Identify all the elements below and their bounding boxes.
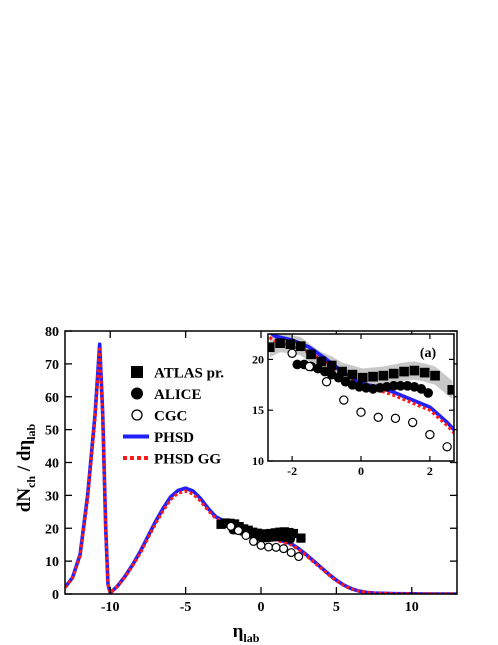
- main-data-area: [65, 342, 457, 594]
- x-tick-label: -5: [180, 600, 192, 615]
- svg-text:ηlab: ηlab: [233, 621, 260, 645]
- legend-label-atlas-pr: ATLAS pr.: [154, 366, 224, 382]
- atlas-pr-point: [337, 366, 347, 377]
- atlas-pr-point: [409, 365, 420, 376]
- inset-x-tick-label: -2: [287, 464, 297, 478]
- cgc-point: [304, 361, 315, 372]
- cgc-point: [321, 377, 332, 387]
- inset-x-tick-label: 0: [358, 464, 364, 478]
- x-axis-title: ηlab: [233, 621, 260, 645]
- cgc-point: [390, 413, 401, 424]
- atlas-pr-point: [296, 533, 306, 543]
- inset-y-tick-label: 15: [252, 403, 264, 417]
- atlas-pr-point: [368, 371, 378, 382]
- cgc-point: [425, 429, 435, 440]
- legend-label-alice: ALICE: [154, 387, 202, 403]
- y-tick-label: 50: [45, 424, 59, 439]
- cgc-point: [294, 552, 304, 562]
- legend-marker-cgc: [131, 409, 143, 421]
- cgc-point: [248, 536, 258, 546]
- y-tick-label: 40: [45, 457, 59, 472]
- alice-point: [292, 359, 303, 370]
- legend-marker-atlas-pr: [131, 366, 143, 378]
- y-axis-title-main: dN: [14, 488, 35, 513]
- atlas-pr-point: [306, 349, 316, 360]
- legend-marker-alice: [131, 387, 143, 400]
- y-tick-label: 70: [45, 358, 59, 373]
- cgc-point: [279, 544, 289, 554]
- alice-point: [388, 380, 399, 391]
- legend-label-phsd-gg: PHSD GG: [154, 452, 221, 468]
- x-axis-title-main: η: [233, 621, 244, 642]
- cgc-point: [339, 395, 349, 405]
- atlas-pr-point: [430, 370, 440, 381]
- y-tick-label: 10: [45, 555, 59, 570]
- inset-plot: -2 0 2 10 15 20 (a): [252, 333, 455, 478]
- atlas-pr-point: [275, 338, 285, 348]
- atlas-pr-point: [295, 341, 306, 352]
- atlas-pr-point: [419, 367, 430, 378]
- phsd-gg-line: [268, 334, 454, 436]
- cgc-point: [226, 521, 236, 531]
- atlas-pr-point: [378, 370, 389, 381]
- legend-label-phsd: PHSD: [154, 430, 194, 446]
- legend: ATLAS pr. ALICE CGC PHSD PHSD GG: [123, 366, 224, 468]
- atlas-pr-point: [288, 528, 299, 539]
- cgc-point: [271, 542, 281, 552]
- cgc-point: [264, 542, 274, 552]
- cgc-point: [256, 540, 266, 550]
- inset-y-tick-label: 20: [252, 352, 264, 366]
- inset-background: [268, 334, 454, 461]
- cgc-point: [373, 412, 383, 423]
- atlas-pr-point: [347, 369, 358, 380]
- inset-data-area: [268, 334, 454, 452]
- atlas-pr-point: [316, 356, 327, 367]
- y-tick-label: 80: [45, 325, 59, 340]
- x-axis-title-sub: lab: [243, 631, 259, 645]
- y-axis-title: dNch / dηlab: [14, 423, 38, 512]
- inset-y-tick-label: 10: [252, 454, 264, 468]
- atlas-pr-point: [388, 368, 399, 379]
- x-tick-label: 10: [405, 600, 419, 615]
- y-axis-title-mid: / dη: [14, 440, 35, 476]
- atlas-pr-point: [285, 339, 296, 349]
- cgc-point: [286, 548, 296, 558]
- y-tick-label: 20: [45, 522, 59, 537]
- cgc-point: [356, 407, 366, 417]
- y-axis-title-sub2: lab: [24, 423, 38, 439]
- phsd-line: [268, 334, 454, 433]
- legend-label-cgc: CGC: [154, 409, 187, 425]
- y-tick-label: 60: [45, 391, 59, 406]
- x-tick-label: 5: [333, 600, 340, 615]
- atlas-pr-point: [447, 385, 454, 395]
- alice-point: [285, 534, 295, 544]
- cgc-point: [241, 530, 251, 540]
- svg-text:dNch / dηlab: dNch / dηlab: [14, 423, 38, 512]
- y-tick-label: 30: [45, 489, 59, 504]
- cgc-point: [233, 526, 243, 536]
- inset-panel-label: (a): [420, 346, 437, 361]
- atlas-pr-point: [399, 366, 409, 377]
- cgc-point: [442, 442, 452, 452]
- cgc-point: [407, 417, 418, 428]
- y-tick-label: 0: [52, 588, 59, 603]
- inset-x-tick-label: 2: [427, 464, 433, 478]
- atlas-pr-point: [326, 360, 337, 371]
- atlas-pr-point: [357, 372, 368, 383]
- cgc-point: [287, 348, 297, 358]
- alice-point: [423, 388, 433, 398]
- x-tick-label: -10: [101, 600, 120, 615]
- y-axis-title-sub: ch: [24, 476, 38, 488]
- alice-point: [395, 380, 406, 391]
- x-tick-label: 0: [258, 600, 265, 615]
- atlas-pr-point: [268, 342, 275, 353]
- inset-ticks: -2 0 2 10 15 20: [252, 334, 454, 478]
